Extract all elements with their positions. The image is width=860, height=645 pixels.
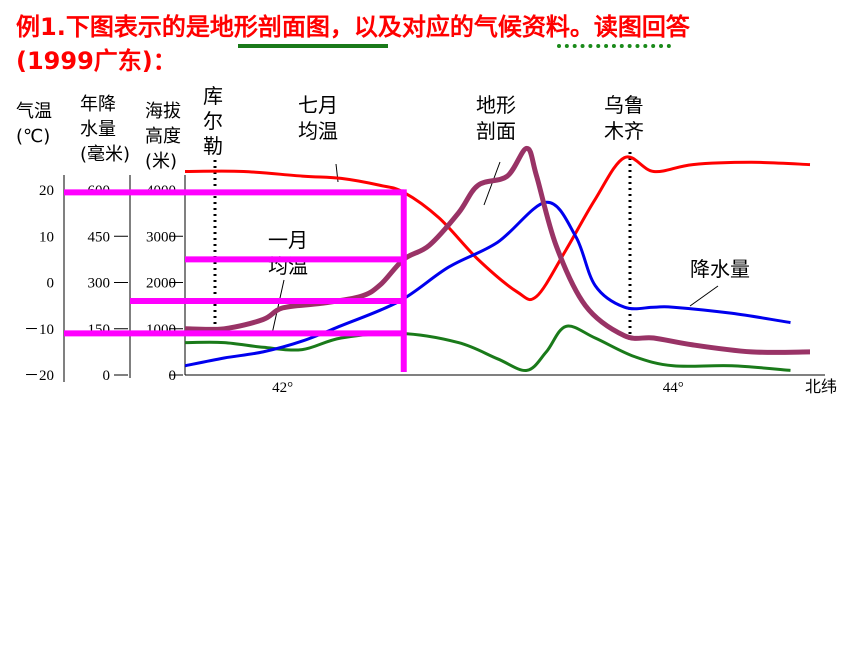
svg-text:(米): (米)	[145, 151, 177, 172]
svg-text:七月: 七月	[298, 93, 338, 117]
precip-axis-label: 年降 水量 (毫米)	[80, 94, 130, 165]
svg-text:木齐: 木齐	[604, 119, 644, 143]
terrain-line	[184, 145, 811, 355]
july-temp-line	[184, 155, 811, 302]
x-tick-label: 42°	[272, 380, 293, 396]
svg-text:尔: 尔	[203, 109, 223, 133]
svg-text:均温: 均温	[298, 119, 338, 143]
climate-data-underline	[557, 44, 671, 48]
svg-text:(℃): (℃)	[16, 126, 50, 147]
elev-tick-label: 3000	[146, 229, 176, 245]
svg-text:库: 库	[203, 84, 223, 108]
urumqi-label: 乌鲁 木齐	[604, 93, 644, 143]
korla-label: 库 尔 勒	[203, 84, 223, 158]
svg-text:勒: 勒	[203, 134, 223, 158]
x-tick-label: 44°	[663, 380, 684, 396]
precip-label: 降水量	[690, 257, 750, 281]
svg-text:水量: 水量	[80, 119, 116, 140]
elev-tick-label: 2000	[146, 276, 176, 292]
terrain-profile-label: 地形 剖面	[476, 93, 516, 143]
temp-tick-label: 0	[47, 276, 55, 292]
jan-temp-line	[184, 324, 791, 372]
svg-text:(毫米): (毫米)	[80, 144, 130, 165]
temp-tick-label: 10	[39, 229, 54, 245]
temp-tick-label: －20	[24, 368, 54, 384]
svg-text:高度: 高度	[145, 126, 181, 147]
precip-line	[184, 200, 791, 368]
elev-tick-label: 0	[169, 368, 177, 384]
svg-text:年降: 年降	[80, 94, 116, 115]
temp-tick-label: 20	[39, 183, 54, 199]
jan-leader-line	[271, 279, 285, 335]
x-axis-label: 北纬	[805, 377, 837, 396]
svg-text:海拔: 海拔	[145, 101, 181, 122]
precip-leader-line	[689, 285, 719, 307]
svg-text:剖面: 剖面	[476, 119, 516, 143]
title-line-1: 例1.下图表示的是地形剖面图，以及对应的气候资料。读图回答	[16, 13, 690, 41]
precip-tick-label: 300	[88, 276, 111, 292]
temp-axis-label: 气温 (℃)	[16, 101, 52, 147]
svg-text:乌鲁: 乌鲁	[604, 93, 644, 117]
elev-axis-label: 海拔 高度 (米)	[145, 101, 181, 172]
jan-temp-label: 一月 均温	[268, 228, 308, 278]
precip-tick-label: 0	[103, 368, 111, 384]
precip-tick-label: 450	[88, 229, 111, 245]
svg-text:地形: 地形	[476, 93, 516, 117]
july-temp-label: 七月 均温	[298, 93, 338, 143]
temp-tick-label: －10	[24, 322, 54, 338]
svg-text:气温: 气温	[16, 101, 52, 122]
svg-text:一月: 一月	[268, 228, 308, 252]
profile-leader-line	[483, 161, 501, 206]
title-line-2: (1999广东)：	[16, 47, 177, 75]
terrain-profile-underline	[238, 44, 388, 48]
